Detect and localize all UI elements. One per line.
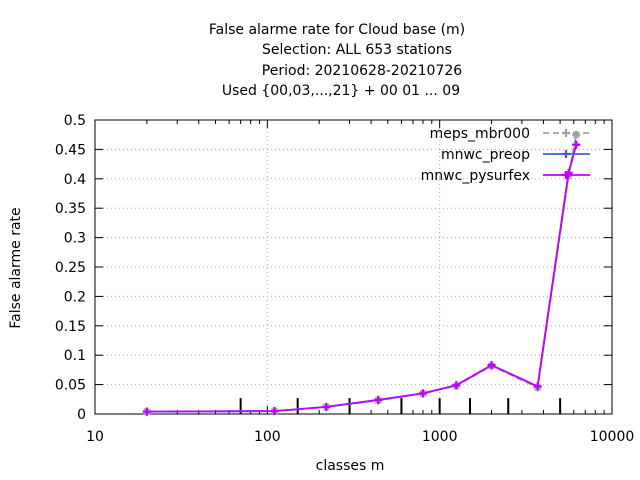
legend-label-mnwc_pysurfex: mnwc_pysurfex: [421, 168, 530, 184]
y-tick-label: 0.4: [64, 172, 86, 188]
grid: [95, 120, 612, 414]
legend-label-meps_mbr000: meps_mbr000: [430, 126, 530, 142]
legend-label-mnwc_preop: mnwc_preop: [441, 147, 530, 163]
class-boundary-ticks: [239, 398, 562, 414]
x-tick-label: 100: [254, 429, 281, 445]
series-line-mnwc_preop: [146, 144, 578, 413]
x-tick-label: 1000: [422, 429, 458, 445]
y-tick-label: 0.15: [55, 319, 86, 335]
axes: 0 0.05 0.1 0.15 0.2 0.25 0.3 0.35 0.4 0.45 0.5 10 10…: [55, 113, 634, 445]
y-tick-label: 0.5: [64, 113, 86, 129]
y-tick-label: 0.45: [55, 142, 86, 158]
y-tick-label: 0.1: [64, 348, 86, 364]
series-line-mnwc_pysurfex: [146, 144, 578, 413]
title-line-4: Used {00,03,...,21} + 00 01 ... 09: [222, 83, 460, 99]
x-tick-label: 10000: [590, 429, 635, 445]
series-mnwc_pysurfex: [142, 140, 581, 416]
x-axis-label: classes m: [316, 458, 385, 474]
chart-title: False alarme rate for Cloud base (m) Sel…: [209, 22, 465, 99]
y-tick-label: 0.2: [64, 289, 86, 305]
y-tick-label: 0.05: [55, 378, 86, 394]
y-tick-label: 0: [77, 407, 86, 423]
y-tick-label: 0.35: [55, 201, 86, 217]
legend: meps_mbr000 mnwc_preop mnwc_pysurfex: [421, 126, 590, 184]
plot-border: [94, 119, 613, 415]
title-line-1: False alarme rate for Cloud base (m): [209, 22, 465, 38]
y-axis-label: False alarme rate: [8, 207, 24, 328]
title-line-3: Period: 20210628-20210726: [262, 63, 462, 79]
y-tick-label: 0.25: [55, 260, 86, 276]
title-line-2: Selection: ALL 653 stations: [262, 42, 452, 58]
x-tick-label: 10: [86, 429, 104, 445]
y-tick-label: 0.3: [64, 231, 86, 247]
